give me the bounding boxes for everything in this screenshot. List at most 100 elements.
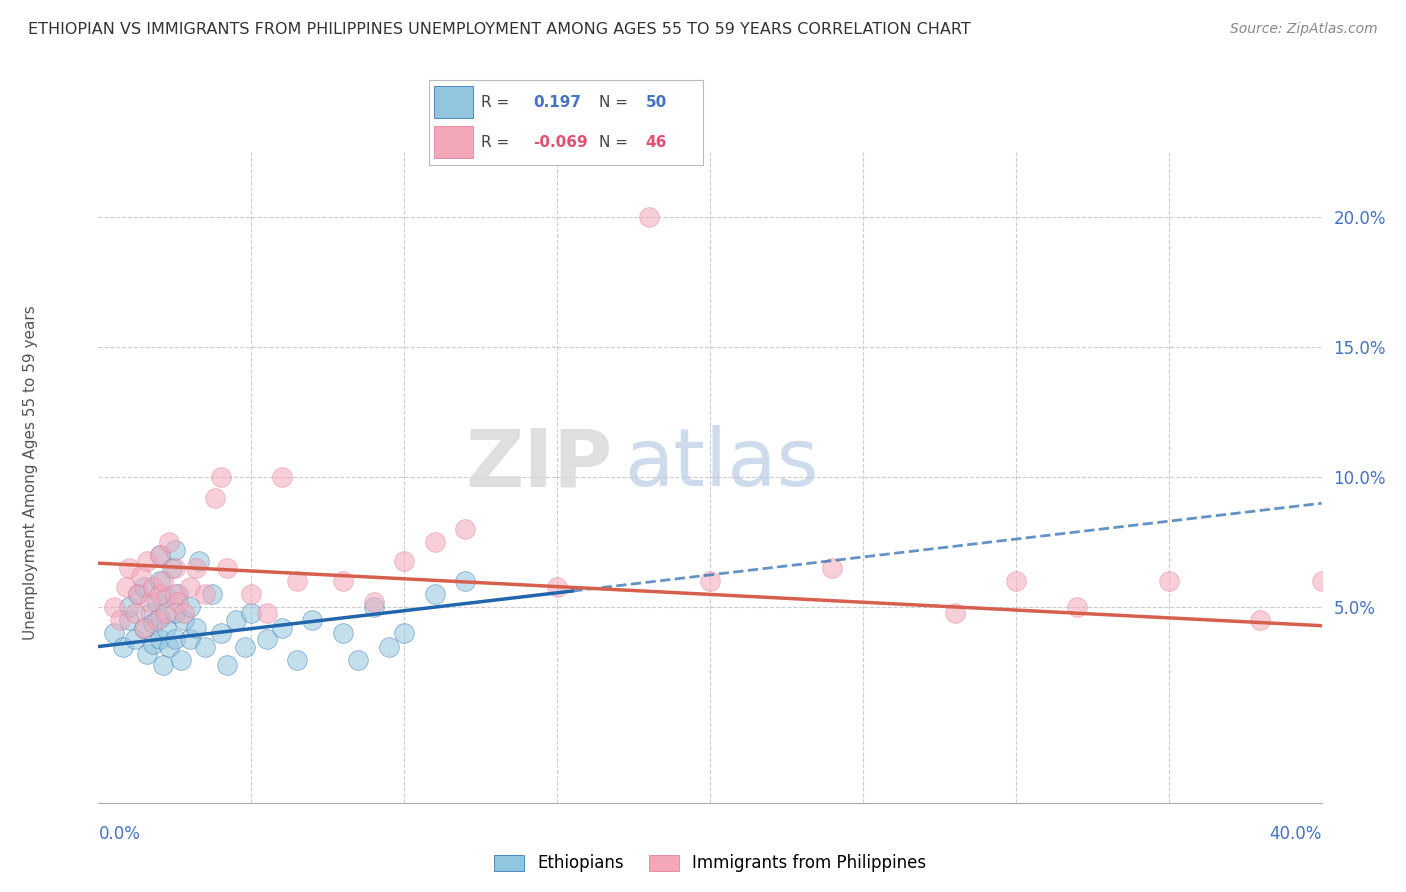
Point (1004, 574, 1026, 589)
Point (129, 569, 152, 583)
Point (139, 595, 162, 609)
Point (134, 621, 156, 635)
Point (152, 574, 174, 589)
Point (157, 535, 180, 549)
Point (149, 611, 172, 625)
Point (285, 574, 308, 589)
Text: ETHIOPIAN VS IMMIGRANTS FROM PHILIPPINES UNEMPLOYMENT AMONG AGES 55 TO 59 YEARS : ETHIOPIAN VS IMMIGRANTS FROM PHILIPPINES… (28, 22, 972, 37)
Point (270, 470, 292, 484)
Point (637, 210, 661, 224)
Point (118, 561, 141, 575)
Point (301, 614, 323, 628)
Point (118, 600, 141, 615)
Point (347, 652, 370, 666)
Point (134, 621, 156, 635)
Point (209, 470, 232, 484)
Point (186, 621, 208, 635)
Point (142, 616, 165, 631)
Point (163, 606, 186, 620)
Point (149, 587, 172, 601)
Point (186, 561, 208, 575)
Text: 46: 46 (645, 135, 666, 150)
Point (139, 606, 162, 620)
Point (392, 553, 416, 567)
Point (160, 561, 183, 575)
Text: -0.069: -0.069 (533, 135, 588, 150)
Point (943, 606, 966, 620)
Text: 0.197: 0.197 (533, 95, 581, 110)
Text: 0.0%: 0.0% (98, 825, 141, 843)
Point (454, 574, 477, 589)
Text: N =: N = (599, 135, 628, 150)
Point (136, 553, 159, 567)
Point (136, 648, 159, 662)
Point (240, 606, 263, 620)
Point (233, 640, 256, 654)
Point (332, 574, 354, 589)
Point (134, 580, 156, 594)
Point (194, 640, 217, 654)
Point (256, 632, 278, 646)
Point (1310, 574, 1333, 589)
Point (699, 574, 721, 589)
Point (423, 535, 446, 549)
Point (155, 606, 177, 620)
Bar (434, 87, 472, 119)
Point (209, 626, 232, 640)
Point (179, 632, 201, 646)
Point (157, 640, 180, 654)
Text: Unemployment Among Ages 55 to 59 years: Unemployment Among Ages 55 to 59 years (24, 305, 38, 640)
Text: 40.0%: 40.0% (1270, 825, 1322, 843)
Point (179, 580, 201, 594)
Point (111, 640, 134, 654)
Point (118, 614, 141, 628)
Text: ZIP: ZIP (465, 425, 612, 503)
Point (163, 561, 186, 575)
Text: R =: R = (481, 95, 509, 110)
Point (127, 587, 149, 601)
Point (115, 580, 138, 594)
Point (194, 587, 217, 601)
Point (163, 543, 186, 558)
Point (392, 626, 416, 640)
Point (149, 574, 172, 589)
Point (179, 600, 201, 615)
Point (124, 606, 146, 620)
Point (167, 595, 190, 609)
Point (363, 600, 385, 615)
Point (152, 657, 174, 672)
Point (454, 522, 477, 536)
Point (155, 590, 177, 604)
Point (173, 606, 195, 620)
Point (163, 587, 186, 601)
Point (149, 632, 172, 646)
Point (225, 614, 247, 628)
Bar (434, 126, 472, 158)
Text: R =: R = (481, 135, 509, 150)
Point (821, 561, 844, 575)
Point (145, 595, 167, 609)
Point (1249, 614, 1271, 628)
Point (145, 614, 167, 628)
Point (1157, 574, 1180, 589)
Point (124, 632, 146, 646)
Point (546, 580, 568, 594)
Text: atlas: atlas (624, 425, 818, 503)
Point (170, 652, 193, 666)
Point (423, 587, 446, 601)
Text: 50: 50 (645, 95, 666, 110)
Point (256, 606, 278, 620)
Point (188, 553, 211, 567)
Point (163, 632, 186, 646)
Point (103, 626, 125, 640)
Text: Source: ZipAtlas.com: Source: ZipAtlas.com (1230, 22, 1378, 37)
Point (285, 652, 308, 666)
Point (332, 626, 354, 640)
Point (127, 587, 149, 601)
Point (215, 561, 238, 575)
Point (270, 621, 292, 635)
Point (215, 657, 238, 672)
Point (142, 580, 165, 594)
Point (240, 587, 263, 601)
Point (204, 491, 226, 505)
